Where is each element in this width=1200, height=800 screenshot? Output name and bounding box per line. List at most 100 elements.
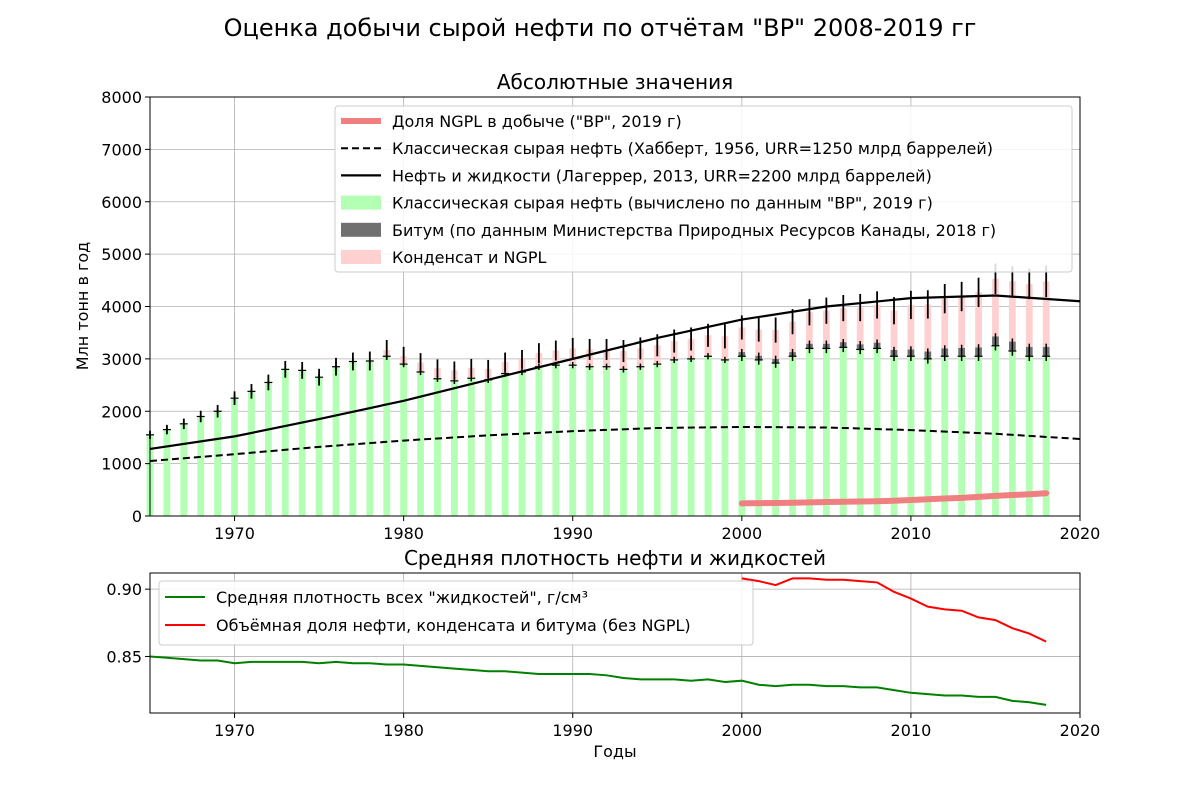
- legend-item-hubbert: Классическая сырая нефть (Хабберт, 1956,…: [341, 139, 993, 158]
- x-tick-label: 2000: [721, 721, 762, 740]
- line-volume-share: [741, 577, 1047, 643]
- bar-crude: [636, 366, 644, 516]
- figure-title: Оценка добычи сырой нефти по отчётам "BP…: [224, 14, 977, 42]
- bar-condensate: [1008, 281, 1016, 342]
- legend-swatch: [341, 250, 381, 264]
- bar-crude: [620, 369, 627, 516]
- bar-condensate: [856, 307, 864, 345]
- legend-item-bitumen: Битум (по данным Министерства Природных …: [341, 221, 996, 240]
- bar-crude: [907, 356, 915, 516]
- bar-stack-1993: [619, 340, 628, 516]
- bar-crude: [264, 382, 272, 516]
- bar-stack-1984: [467, 358, 476, 516]
- y-tick-label: 0: [132, 507, 142, 526]
- x-tick-label: 1970: [214, 524, 255, 543]
- x-tick-label: 2010: [891, 524, 932, 543]
- bar-crude: [822, 348, 830, 516]
- bar-crude: [924, 358, 932, 516]
- y-tick-label: 0.90: [106, 580, 142, 599]
- legend-label: Конденсат и NGPL: [392, 248, 546, 267]
- bar-condensate: [1042, 281, 1050, 347]
- bar-stack-1967: [179, 418, 188, 516]
- bar-crude: [214, 411, 222, 516]
- legend-absolute: Доля NGPL в добыче ("BP", 2019 г) Классич…: [334, 105, 1073, 273]
- bar-crude: [569, 365, 577, 516]
- legend-label: Объёмная доля нефти, конденсата и битума…: [216, 616, 691, 635]
- bar-stack-1992: [602, 338, 611, 516]
- x-tick-label: 1980: [383, 721, 424, 740]
- bar-stack-1982: [433, 359, 442, 516]
- line-hubbert: [149, 425, 1081, 463]
- legend-density: Средняя плотность всех "жидкостей", г/см…: [158, 580, 754, 646]
- bar-crude: [180, 423, 188, 516]
- legend-item-laherrere: Нефть и жидкости (Лагеррер, 2013, URR=22…: [341, 166, 932, 185]
- line-avg-density: [149, 655, 1047, 706]
- bar-stack-1983: [450, 361, 459, 516]
- y-axis-label-absolute: Млн тонн в год: [73, 242, 92, 370]
- bar-condensate: [772, 330, 780, 359]
- bar-condensate: [941, 298, 949, 349]
- x-tick-label: 1990: [552, 524, 593, 543]
- x-ticks-absolute: 1970 1980 1990 2000 2010 2020: [214, 516, 1100, 543]
- bar-crude: [298, 370, 306, 516]
- bar-crude: [281, 369, 289, 516]
- bar-stack-1971: [247, 384, 256, 516]
- bar-stack-2003: [788, 309, 797, 516]
- bar-stack-1996: [670, 329, 679, 516]
- bar-stack-1995: [653, 334, 662, 516]
- bar-crude: [772, 363, 780, 516]
- bar-stack-1999: [720, 324, 729, 516]
- legend-label: Нефть и жидкости (Лагеррер, 2013, URR=22…: [392, 166, 932, 185]
- bar-crude: [670, 359, 678, 516]
- bar-condensate: [958, 296, 966, 348]
- x-tick-label: 1970: [214, 721, 255, 740]
- bar-condensate: [992, 278, 999, 337]
- bar-stack-2004: [805, 299, 814, 516]
- bar-stack-2006: [839, 294, 848, 516]
- bar-crude: [197, 416, 205, 516]
- legend-item-1: Объёмная доля нефти, конденсата и битума…: [165, 616, 691, 635]
- y-tick-label: 8000: [101, 88, 142, 107]
- bar-stack-1966: [162, 424, 171, 516]
- legend-item-crude: Классическая сырая нефть (вычислено по д…: [341, 194, 933, 213]
- bar-crude: [332, 366, 340, 516]
- bar-crude: [856, 349, 864, 516]
- bar-stack-1975: [315, 368, 324, 516]
- bar-stack-1997: [687, 327, 696, 516]
- bar-stack-1974: [298, 362, 307, 516]
- bar-stack-2013: [957, 281, 966, 516]
- bar-stack-2002: [771, 317, 780, 516]
- bar-crude: [873, 348, 881, 516]
- bar-crude: [417, 371, 424, 516]
- legend-item-ngpl: Доля NGPL в добыче ("BP", 2019 г): [341, 112, 682, 131]
- bar-crude: [839, 347, 847, 516]
- y-tick-label: 0.85: [106, 647, 142, 666]
- bar-crude: [755, 359, 763, 516]
- bar-crude: [890, 356, 898, 516]
- legend-box: [334, 105, 1073, 273]
- bar-crude: [941, 356, 949, 516]
- bar-condensate: [1025, 283, 1033, 347]
- y-tick-label: 4000: [101, 298, 142, 317]
- bar-crude: [738, 356, 746, 516]
- legend-item-0: Средняя плотность всех "жидкостей", г/см…: [165, 588, 588, 607]
- bar-stack-2001: [754, 317, 763, 516]
- y-ticks-density: 0.85 0.90: [106, 580, 150, 666]
- bar-condensate: [755, 329, 763, 356]
- legend-label: Доля NGPL в добыче ("BP", 2019 г): [392, 112, 682, 131]
- density-lines-group: [149, 577, 1047, 706]
- panel-title-absolute: Абсолютные значения: [497, 70, 733, 94]
- legend-label: Классическая сырая нефть (Хабберт, 1956,…: [392, 139, 993, 158]
- x-tick-label: 1990: [552, 721, 593, 740]
- bar-stack-1976: [332, 357, 340, 516]
- x-tick-label: 2020: [1060, 721, 1101, 740]
- bar-crude: [366, 360, 374, 516]
- axes-frame-density: [149, 572, 1081, 714]
- bar-stack-1980: [399, 346, 408, 516]
- bar-crude: [467, 378, 475, 516]
- bar-stack-1991: [585, 338, 594, 516]
- bar-condensate: [806, 312, 813, 344]
- bar-stack-1969: [213, 404, 222, 516]
- bar-condensate: [890, 310, 898, 350]
